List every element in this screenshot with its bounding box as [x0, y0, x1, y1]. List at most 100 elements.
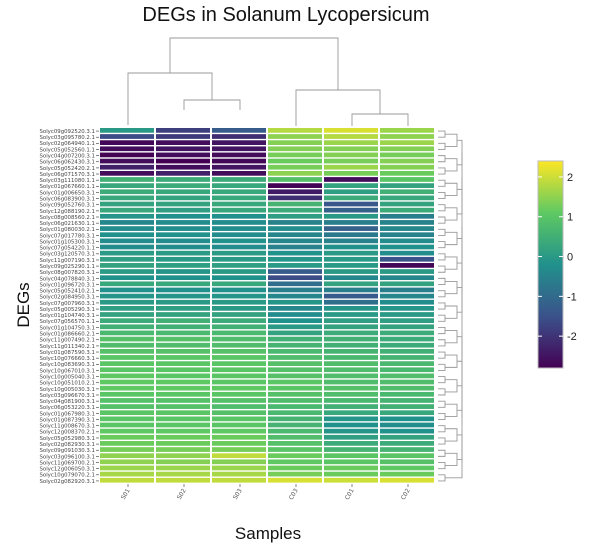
row-label: Solyc10g005040.3.1	[39, 374, 95, 380]
heatmap-cell	[212, 342, 266, 348]
heatmap-cell	[268, 447, 322, 452]
row-label: Solyc11g069700.2.1	[39, 460, 95, 466]
heatmap-cell	[156, 195, 210, 201]
heatmap-cell	[100, 220, 154, 225]
heatmap-cell	[324, 453, 378, 459]
heatmap-cell	[324, 207, 378, 213]
row-label: Solyc08g007820.3.1	[39, 270, 95, 276]
heatmap-cell	[212, 140, 266, 146]
heatmap-cell	[268, 428, 322, 434]
heatmap-cell	[324, 201, 378, 207]
heatmap-cell	[324, 428, 378, 434]
heatmap-cell	[100, 250, 154, 256]
heatmap-cell	[100, 459, 154, 465]
row-dendrogram-branch	[445, 330, 458, 344]
heatmap-cell	[380, 238, 434, 244]
heatmap-cell	[380, 379, 434, 385]
row-dendrogram-branch	[438, 228, 446, 236]
heatmap-cell	[156, 213, 210, 219]
colorbar-legend: 2 1 0 -1 -2	[537, 160, 577, 369]
heatmap-cell	[212, 404, 266, 409]
heatmap-cell	[380, 207, 434, 213]
heatmap-cell	[212, 299, 266, 305]
heatmap-cell	[156, 128, 210, 133]
heatmap-cell	[324, 330, 378, 336]
row-label: Solyc01g086660.2.1	[39, 332, 95, 338]
heatmap-cell	[268, 306, 322, 311]
heatmap-cell	[268, 238, 322, 244]
row-label: Solyc01g096720.3.1	[39, 282, 95, 288]
heatmap-cell	[212, 195, 266, 201]
row-label: Solyc11g007190.3.1	[39, 258, 95, 264]
row-label: Solyc09g092520.3.1	[39, 129, 95, 135]
row-dendrogram-branch	[457, 434, 463, 460]
heatmap-cell	[100, 140, 154, 146]
colorbar-tick-label: 2	[567, 172, 573, 184]
heatmap-cell	[100, 275, 154, 281]
heatmap-cell	[100, 336, 154, 342]
heatmap-cell	[324, 318, 378, 324]
heatmap-cell	[100, 306, 154, 311]
row-dendrogram-branch	[457, 238, 463, 264]
row-label: Solyc06g062430.3.1	[39, 160, 95, 166]
heatmap-cell	[324, 269, 378, 274]
heatmap-cell	[156, 404, 210, 409]
heatmap-cell	[324, 275, 378, 281]
heatmap-cell	[156, 471, 210, 477]
heatmap-cell	[380, 263, 434, 268]
heatmap-cells	[100, 128, 434, 483]
row-label: Solyc01g006650.3.1	[39, 190, 95, 196]
heatmap-cell	[100, 361, 154, 366]
heatmap-cell	[212, 398, 266, 403]
heatmap-cell	[268, 385, 322, 391]
heatmap-cell	[380, 183, 434, 188]
column-dendrogram	[127, 37, 409, 126]
heatmap-cell	[212, 330, 266, 336]
heatmap-cell	[268, 373, 322, 379]
row-label: Solyc10g083690.3.1	[39, 362, 95, 368]
heatmap-cell	[156, 385, 210, 391]
row-dendrogram-branch	[438, 290, 446, 298]
heatmap-cell	[100, 391, 154, 397]
row-label: Solyc01g067660.1.1	[39, 184, 95, 190]
row-label: Solyc10g005030.3.1	[39, 387, 95, 393]
row-dendrogram-branch	[438, 412, 446, 420]
heatmap-cell	[380, 177, 434, 182]
heatmap-cell	[268, 293, 322, 299]
row-label: Solyc04g078840.3.1	[39, 276, 95, 282]
row-label: Solyc05g052410.2.1	[39, 289, 95, 295]
row-dendrogram-branch	[438, 388, 446, 396]
heatmap-cell	[324, 367, 378, 373]
heatmap-cell	[212, 287, 266, 293]
heatmap-cell	[380, 398, 434, 403]
heatmap-cell	[156, 281, 210, 287]
column-dendrogram-branch	[351, 113, 409, 126]
heatmap-cell	[324, 244, 378, 250]
row-label: Solyc06g071570.3.1	[39, 172, 95, 178]
row-label: Solyc09g091030.3.1	[39, 448, 95, 454]
heatmap-cell	[156, 441, 210, 446]
row-label: Solyc07g007960.3.1	[39, 301, 95, 307]
column-dendrogram-branch	[169, 37, 339, 90]
heatmap-cell	[268, 170, 322, 176]
row-dendrogram-branch	[438, 142, 446, 150]
row-dendrogram-branch	[438, 363, 446, 371]
row-dendrogram-branch	[438, 204, 446, 212]
row-dendrogram-branch	[438, 449, 446, 457]
row-dendrogram-branch	[445, 379, 458, 393]
heatmap-cell	[156, 342, 210, 348]
heatmap-cell	[268, 256, 322, 262]
heatmap-cell	[100, 189, 154, 195]
heatmap-cell	[212, 434, 266, 440]
row-dendrogram-branch	[438, 339, 446, 347]
heatmap-cell	[100, 256, 154, 262]
row-label: Solyc05g005290.3.1	[39, 307, 95, 313]
heatmap-cell	[380, 195, 434, 201]
heatmap-cell	[100, 416, 154, 422]
heatmap-cell	[100, 447, 154, 452]
row-labels: Solyc09g092520.3.1Solyc03g095780.2.1Soly…	[39, 129, 99, 485]
row-label: Solyc06g021630.1.1	[39, 221, 95, 227]
heatmap-cell	[100, 152, 154, 158]
heatmap-cell	[212, 410, 266, 416]
heatmap-cell	[100, 183, 154, 188]
